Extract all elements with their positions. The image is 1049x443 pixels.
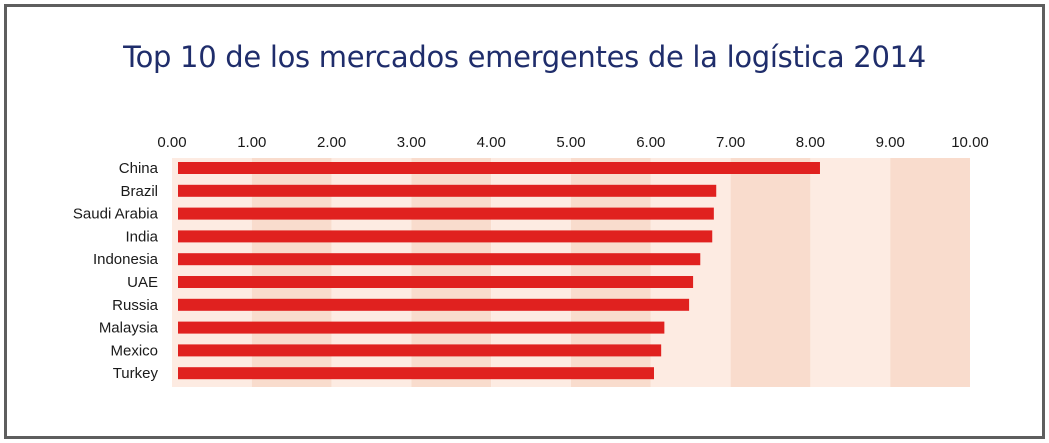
category-label: China (119, 160, 159, 177)
category-label: Brazil (120, 183, 158, 200)
bar (178, 321, 665, 334)
background-band (890, 158, 970, 387)
bar (178, 298, 690, 311)
x-tick-label: 9.00 (876, 134, 905, 151)
bar (178, 162, 820, 174)
x-tick-label: 1.00 (237, 134, 266, 151)
category-label: Russia (112, 297, 159, 314)
x-tick-label: 2.00 (317, 134, 346, 151)
bar (178, 253, 701, 266)
bar (178, 207, 714, 220)
category-label: Mexico (110, 342, 158, 359)
category-label: Indonesia (93, 251, 159, 268)
category-label: Saudi Arabia (73, 206, 159, 223)
category-label: UAE (127, 274, 158, 291)
x-tick-label: 3.00 (397, 134, 426, 151)
background-band (730, 158, 811, 387)
chart-title: Top 10 de los mercados emergentes de la … (123, 40, 926, 74)
bar (178, 184, 717, 197)
bar (178, 344, 662, 357)
x-axis-ticks: 0.00 1.00 2.00 3.00 4.00 5.00 6.00 7.00 8.00 9.00… (157, 134, 988, 151)
x-tick-label: 5.00 (556, 134, 585, 151)
category-label: Malaysia (99, 320, 159, 337)
bar (178, 367, 654, 380)
background-band (810, 158, 891, 387)
category-label: Turkey (113, 365, 159, 382)
x-tick-label: 7.00 (716, 134, 745, 151)
x-tick-label: 0.00 (157, 134, 186, 151)
bar (178, 230, 713, 243)
x-tick-label: 6.00 (636, 134, 665, 151)
bars (178, 162, 820, 380)
category-labels: China Brazil Saudi Arabia India Indonesia UAE… (73, 160, 159, 382)
bar (178, 276, 694, 288)
x-tick-label: 8.00 (796, 134, 825, 151)
category-label: India (125, 228, 158, 245)
x-tick-label: 4.00 (477, 134, 506, 151)
x-tick-label: 10.00 (951, 134, 989, 151)
